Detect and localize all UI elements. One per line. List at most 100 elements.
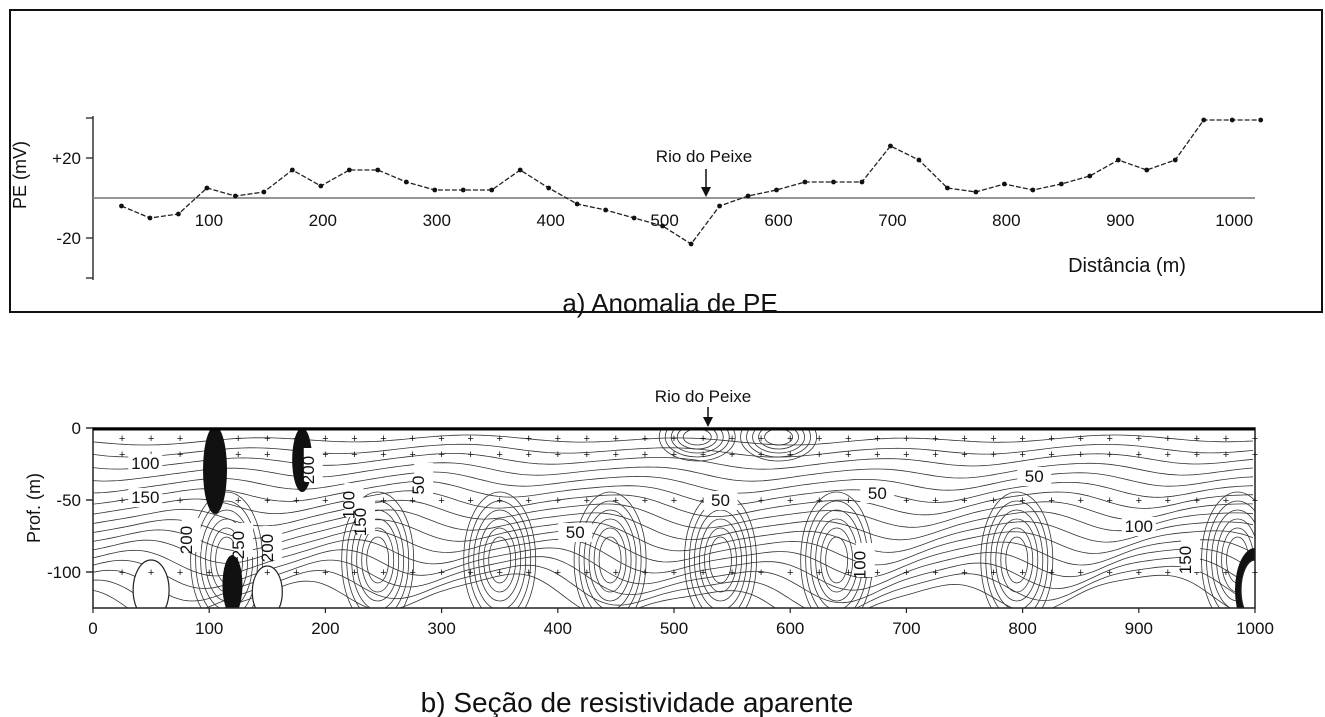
measurement-point: +	[322, 449, 328, 461]
contour-closure	[573, 491, 647, 608]
contour-label-bg	[1181, 538, 1201, 572]
measurement-point: +	[496, 495, 502, 507]
pe-data-point	[1172, 157, 1178, 163]
contour-closure	[664, 428, 730, 458]
pe-data-point	[688, 241, 694, 247]
contour-line	[93, 509, 1254, 541]
pe-data-point	[403, 179, 409, 185]
resistivity-low-zone	[132, 559, 170, 608]
measurement-point: +	[293, 433, 299, 445]
measurement-point: +	[961, 495, 967, 507]
measurement-point: +	[1048, 449, 1054, 461]
pe-x-tick-label: 200	[309, 211, 337, 230]
contour-label-bg	[128, 454, 163, 473]
measurement-point: +	[555, 433, 561, 445]
measurement-point: +	[438, 567, 444, 579]
contour-closure	[578, 500, 642, 608]
measurement-point: +	[1252, 449, 1258, 461]
measurement-point: +	[874, 567, 880, 579]
contour-label-bg	[234, 523, 254, 557]
pe-chart-frame	[9, 9, 1323, 313]
contour-line	[93, 556, 1254, 604]
measurement-point: +	[961, 449, 967, 461]
measurement-point: +	[1077, 567, 1083, 579]
contour-value-label: 100	[1125, 517, 1153, 536]
measurement-point: +	[555, 567, 561, 579]
pe-chart-title: a) Anomalia de PE	[562, 288, 777, 318]
measurement-point: +	[1252, 433, 1258, 445]
pe-x-axis-label: Distância (m)	[1068, 255, 1186, 277]
contour-closure	[1000, 527, 1034, 593]
contour-line	[93, 499, 1253, 529]
contour-closure	[990, 509, 1044, 608]
measurement-point: +	[700, 433, 706, 445]
measurement-point: +	[1223, 449, 1229, 461]
contour-closure	[341, 491, 415, 608]
contour-closure	[478, 518, 522, 602]
contour-line	[93, 434, 1254, 446]
resistivity-river-arrowhead	[703, 417, 713, 427]
contour-value-label: 200	[299, 456, 318, 484]
measurement-point: +	[467, 449, 473, 461]
pe-x-tick-label: 800	[992, 211, 1020, 230]
measurement-point: +	[845, 567, 851, 579]
measurement-point: +	[613, 433, 619, 445]
measurement-point: +	[409, 433, 415, 445]
measurement-point: +	[787, 567, 793, 579]
pe-x-tick-label: 900	[1106, 211, 1134, 230]
contour-closure	[1005, 536, 1029, 584]
measurement-point: +	[555, 449, 561, 461]
measurement-point: +	[816, 567, 822, 579]
pe-data-point	[574, 201, 580, 207]
measurement-point: +	[264, 495, 270, 507]
contour-closure	[995, 518, 1039, 602]
measurement-point: +	[642, 567, 648, 579]
pe-y-tick-label: -20	[56, 229, 81, 248]
measurement-point: +	[206, 433, 212, 445]
measurement-point: +	[1019, 449, 1025, 461]
contour-closure	[1211, 509, 1255, 608]
measurement-point: +	[671, 449, 677, 461]
measurement-point: +	[845, 433, 851, 445]
measurement-point: +	[177, 449, 183, 461]
pe-data-point	[119, 203, 124, 209]
contour-line	[93, 547, 1254, 591]
contour-value-label: 50	[868, 484, 887, 503]
measurement-point: +	[1194, 495, 1200, 507]
pe-data-point	[489, 187, 495, 193]
measurement-point: +	[119, 449, 125, 461]
measurement-point: +	[700, 449, 706, 461]
pe-data-point	[1030, 187, 1036, 193]
contour-closure	[468, 500, 532, 608]
pe-data-point	[289, 167, 295, 173]
contour-closure	[483, 527, 517, 593]
measurement-point: +	[206, 567, 212, 579]
pe-data-point	[1058, 181, 1064, 187]
contour-closure	[985, 500, 1049, 608]
measurement-point: +	[758, 567, 764, 579]
measurement-point: +	[816, 495, 822, 507]
measurement-point: +	[903, 495, 909, 507]
measurement-point: +	[235, 449, 241, 461]
pe-data-point	[346, 167, 352, 173]
contour-value-label: 50	[711, 491, 730, 510]
measurement-point: +	[351, 567, 357, 579]
measurement-point: +	[903, 449, 909, 461]
contour-line	[93, 538, 1254, 578]
measurement-point: +	[1077, 433, 1083, 445]
contour-closure	[820, 527, 854, 593]
measurement-point: +	[1107, 567, 1113, 579]
pe-data-point	[631, 215, 637, 221]
measurement-point: +	[555, 495, 561, 507]
pe-x-tick-label: 100	[195, 211, 223, 230]
pe-data-point	[717, 203, 722, 209]
contour-label-bg	[263, 526, 283, 560]
contour-value-label: 50	[566, 523, 585, 542]
measurement-point: +	[961, 567, 967, 579]
measurement-point: +	[235, 567, 241, 579]
measurement-point: +	[467, 567, 473, 579]
measurement-point: +	[1107, 433, 1113, 445]
measurement-point: +	[584, 495, 590, 507]
contour-line	[93, 443, 1254, 458]
